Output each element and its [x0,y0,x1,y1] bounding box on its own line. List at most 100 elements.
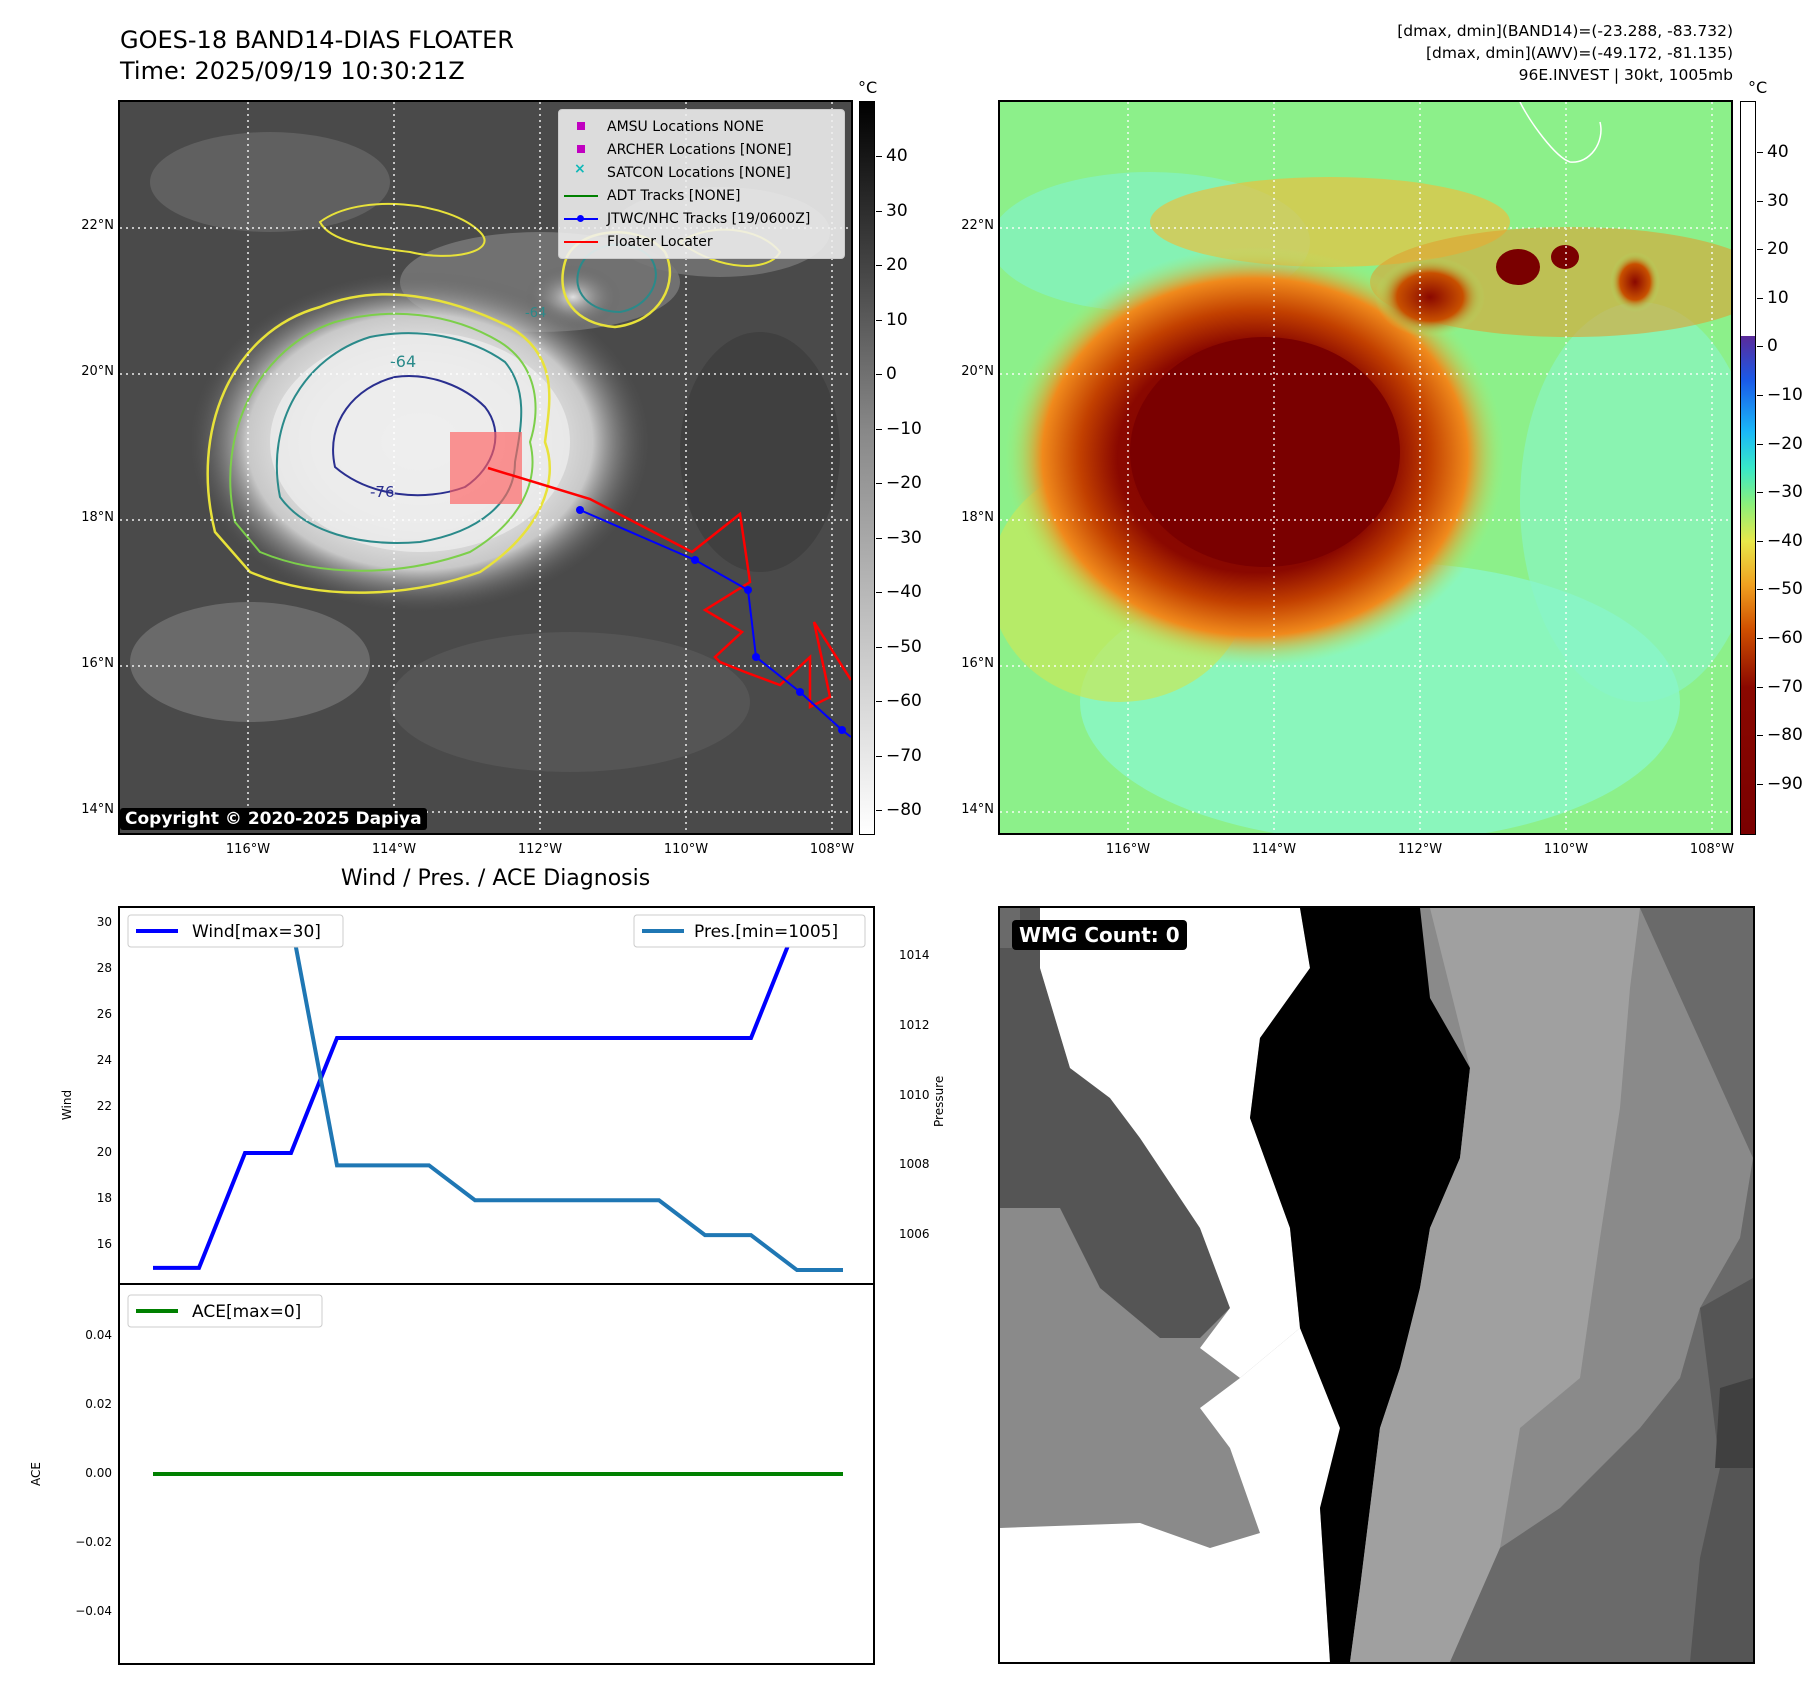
storm-info: 96E.INVEST | 30kt, 1005mb [1518,66,1733,84]
contour-label-1: -64 [390,352,416,371]
colorbar-tick-label: 40 [1767,142,1789,162]
chart-time: Time: 2025/09/19 10:30:21Z [120,57,465,85]
legend-line-icon [564,215,598,222]
pressure-legend-box [633,914,866,948]
ir-colorbar [859,101,875,835]
legend-line-icon [564,241,598,243]
floater-box [450,432,522,504]
legend-square-icon [577,122,585,130]
legend-x-icon: × [574,161,586,177]
colorbar-tick-mark [876,755,882,757]
wind-tick-label-outer: 22 [96,1098,112,1113]
colorbar-tick-label: −70 [886,745,922,766]
pressure-axis-label: Pressure [932,1075,946,1127]
colorbar-tick-mark [1757,638,1763,639]
lat-label: 20°N [81,364,114,379]
colorbar-tick-label: 30 [1767,190,1789,211]
wind-pres-frame [118,906,875,1285]
legend-entry: Floater Locater [559,231,844,253]
lon-label: 116°W [225,842,271,857]
colorbar-tick-mark [876,210,882,212]
colorbar-tick-label: 10 [886,309,908,330]
legend-label: JTWC/NHC Tracks [19/0600Z] [607,211,811,227]
colorbar-tick-label: −10 [1767,385,1803,405]
colorbar-tick-mark [876,483,882,484]
legend-entry: × SATCON Locations [NONE] [559,161,844,184]
colorbar-tick-label: −20 [1767,433,1803,454]
lat-label: 20°N [961,364,994,379]
colorbar-tick-mark [1757,152,1763,153]
legend-square-icon [577,145,585,153]
colorbar-tick-mark [1757,686,1763,688]
colorbar-tick-mark [876,646,882,648]
colorbar-tick-label: −70 [1767,676,1803,697]
lon-label: 112°W [1397,842,1443,857]
floater-locater-track [487,466,851,710]
colorbar-tick-mark [876,374,882,375]
awv-image [1000,102,1731,833]
contour-label-2: -64 [525,306,546,321]
pressure-tick-label: 1008 [899,1157,930,1172]
legend-line-icon [564,195,598,197]
pressure-tick-label: 1014 [899,947,930,962]
legend-entry: JTWC/NHC Tracks [19/0600Z] [559,208,844,230]
legend-label: ADT Tracks [NONE] [607,188,741,204]
pressure-legend-label: Pres.[min=1005] [694,922,838,942]
lon-label: 114°W [371,842,417,857]
wind-tick-label-outer: 18 [96,1190,112,1205]
colorbar-tick-mark [1757,589,1763,591]
ir-image-panel: -64 -64 -76 AMSU Locations NONE AR [118,100,853,835]
lat-label: 22°N [961,218,994,233]
wind-series-line [153,921,843,1270]
colorbar-tick-label: −60 [886,691,922,711]
colorbar-tick-label: −50 [1767,579,1803,600]
colorbar-tick-mark [876,701,882,702]
colorbar-tick-label: 0 [886,364,897,384]
colorbar-tick-label: 30 [886,200,908,221]
ace-tick-label-outer: −0.02 [75,1535,112,1550]
lat-label: 14°N [81,802,114,817]
ace-axis-label: ACE [28,1462,43,1486]
ace-legend-label: ACE[max=0] [192,1302,301,1322]
legend-entry: AMSU Locations NONE [559,116,844,138]
legend-dot-icon [577,215,584,222]
band14-range: [dmax, dmin](BAND14)=(-23.288, -83.732) [1397,22,1733,40]
awv-range: [dmax, dmin](AWV)=(-49.172, -81.135) [1426,44,1733,62]
awv-gridlines [1000,102,1731,833]
lat-label: 16°N [81,656,114,671]
ir-colorbar-unit: °C [858,78,878,97]
colorbar-tick-mark [1757,200,1763,202]
pressure-tick-label: 1006 [899,1227,930,1242]
wind-legend-box [127,914,344,948]
colorbar-tick-label: −40 [886,582,922,602]
diag-chart: 16 18 20 22 24 26 28 30 Wind[max=30] Pres.[min=10… [71,906,880,1665]
colorbar-tick-mark [1757,249,1763,251]
lat-label: 16°N [961,656,994,671]
colorbar-tick-label: 20 [1767,239,1789,260]
legend-label: AMSU Locations NONE [607,119,765,135]
wind-tick-label-outer: 24 [96,1053,112,1068]
chart-title: GOES-18 BAND14-DIAS FLOATER [120,26,514,54]
colorbar-tick-mark [876,428,882,430]
diag-title: Wind / Pres. / ACE Diagnosis [340,866,651,891]
colorbar-tick-label: −90 [1767,773,1803,794]
colorbar-tick-label: −80 [886,800,922,820]
jtwc-track-points [576,506,846,734]
diag-panel: 16 18 20 22 24 26 28 30 Wind[max=30] Pres.[min=10… [71,906,880,1666]
ace-legend-box [127,1294,323,1328]
wind-tick-label-outer: 26 [96,1007,112,1022]
lon-label: 108°W [809,842,855,857]
legend-entry: ARCHER Locations [NONE] [559,139,844,161]
legend-label: ARCHER Locations [NONE] [607,142,792,158]
colorbar-tick-mark [1757,540,1763,542]
colorbar-tick-label: −50 [886,636,922,657]
lon-label: 110°W [1543,842,1589,857]
wmg-count-label: WMG Count: 0 [1012,920,1187,950]
colorbar-tick-mark [1757,395,1763,396]
colorbar-tick-mark [876,319,882,321]
wind-tick-label-outer: 20 [96,1144,112,1159]
colorbar-tick-mark [876,592,882,593]
contour-label-3: -76 [370,483,395,501]
wind-tick-label-outer: 16 [96,1236,112,1251]
lon-label: 114°W [1251,842,1297,857]
